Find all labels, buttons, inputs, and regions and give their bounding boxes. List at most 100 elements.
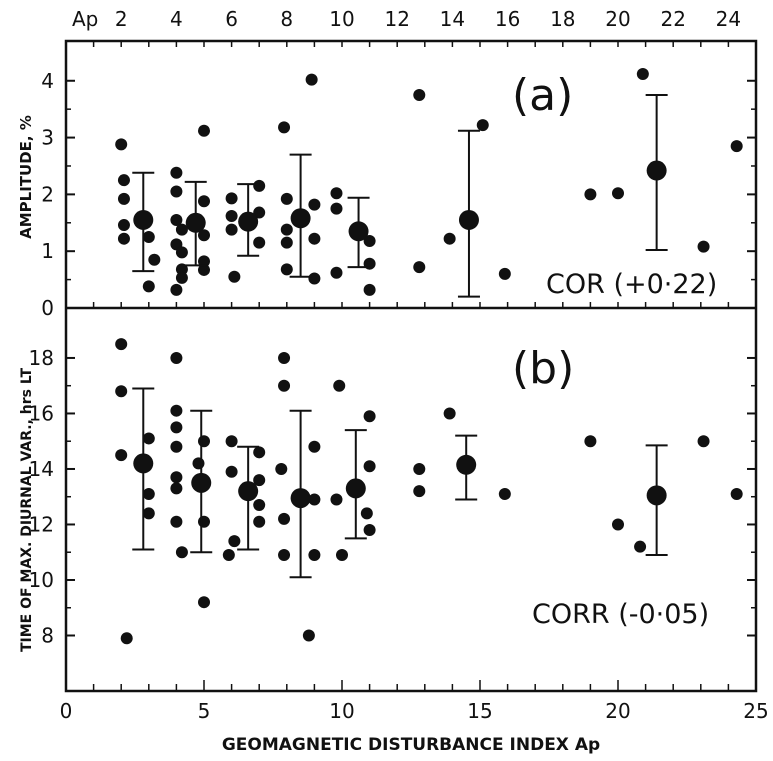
x-tick-label: 15	[467, 699, 492, 723]
data-point	[636, 67, 649, 80]
top-tick-label: 20	[605, 7, 630, 31]
data-point	[222, 549, 235, 562]
data-point	[120, 632, 133, 645]
data-point	[142, 432, 155, 445]
data-point	[498, 267, 511, 280]
data-point	[584, 188, 597, 201]
y-tick-label: 8	[41, 623, 54, 647]
data-point	[308, 272, 321, 285]
data-point	[308, 198, 321, 211]
top-tick-label: 2	[115, 7, 128, 31]
data-point	[175, 246, 188, 259]
data-point	[363, 410, 376, 423]
mean-point	[646, 160, 667, 181]
mean-point	[133, 209, 154, 230]
data-point	[175, 271, 188, 284]
data-point	[280, 223, 293, 236]
mean-point	[238, 211, 259, 232]
data-point	[117, 192, 130, 205]
data-point	[634, 540, 647, 553]
data-point	[225, 465, 238, 478]
data-point	[253, 446, 266, 459]
data-point	[142, 280, 155, 293]
y-tick-label: 14	[29, 457, 54, 481]
data-point	[413, 261, 426, 274]
y-tick-label: 3	[41, 126, 54, 150]
data-point	[225, 192, 238, 205]
data-point	[170, 185, 183, 198]
data-point	[476, 119, 489, 132]
data-point	[253, 206, 266, 219]
data-point	[413, 485, 426, 498]
data-point	[280, 192, 293, 205]
data-point	[443, 407, 456, 420]
data-point	[142, 487, 155, 500]
x-tick-label: 10	[329, 699, 354, 723]
data-point	[198, 515, 210, 528]
data-point	[170, 482, 183, 495]
data-point	[225, 223, 238, 236]
data-point	[175, 546, 188, 559]
top-tick-label: 12	[384, 7, 409, 31]
data-point	[275, 462, 288, 475]
data-point	[308, 440, 321, 453]
data-point	[117, 174, 130, 187]
data-point	[170, 471, 183, 484]
data-point	[170, 421, 183, 434]
mean-point	[191, 472, 212, 493]
mean-point	[238, 481, 259, 502]
y-tick-label: 16	[29, 401, 54, 425]
data-point	[280, 236, 293, 249]
mean-point	[290, 488, 311, 509]
data-marks	[115, 67, 743, 645]
data-point	[330, 202, 343, 215]
data-point	[336, 549, 348, 562]
data-point	[115, 138, 128, 151]
data-point	[253, 474, 266, 487]
data-point	[228, 535, 241, 548]
data-point	[443, 232, 456, 245]
data-point	[142, 230, 155, 243]
mean-point	[290, 208, 311, 229]
mean-point	[458, 209, 479, 230]
data-point	[198, 263, 210, 276]
y-tick-label: 12	[29, 512, 54, 536]
data-point	[730, 140, 743, 153]
data-point	[192, 457, 205, 470]
panel-b-correlation: CORR (-0·05)	[532, 599, 709, 630]
mean-point	[646, 485, 667, 506]
data-point	[278, 512, 291, 525]
data-point	[253, 515, 266, 528]
top-tick-label: 8	[280, 7, 293, 31]
data-point	[363, 460, 376, 473]
x-tick-label: 20	[605, 699, 630, 723]
data-point	[170, 351, 183, 364]
data-point	[697, 240, 710, 253]
data-point	[278, 121, 291, 134]
data-point	[198, 195, 210, 208]
y-tick-label: 18	[29, 346, 54, 370]
data-point	[363, 524, 376, 537]
data-point	[170, 283, 183, 296]
data-point	[413, 462, 426, 475]
data-point	[697, 435, 710, 448]
y-tick-label: 10	[29, 568, 54, 592]
data-point	[330, 187, 343, 200]
data-point	[148, 253, 161, 266]
data-point	[225, 209, 238, 222]
x-tick-label: 25	[743, 699, 768, 723]
y-tick-label: 1	[41, 239, 54, 263]
data-point	[115, 385, 128, 398]
data-point	[498, 487, 511, 500]
mean-point	[133, 453, 154, 474]
top-tick-label: 18	[550, 7, 575, 31]
data-point	[330, 493, 343, 506]
data-point	[333, 379, 346, 392]
data-point	[228, 270, 241, 283]
x-tick-label: 5	[198, 699, 211, 723]
data-point	[170, 166, 183, 179]
data-point	[730, 487, 743, 500]
data-point	[225, 435, 238, 448]
data-point	[170, 213, 183, 226]
data-point	[278, 549, 291, 562]
